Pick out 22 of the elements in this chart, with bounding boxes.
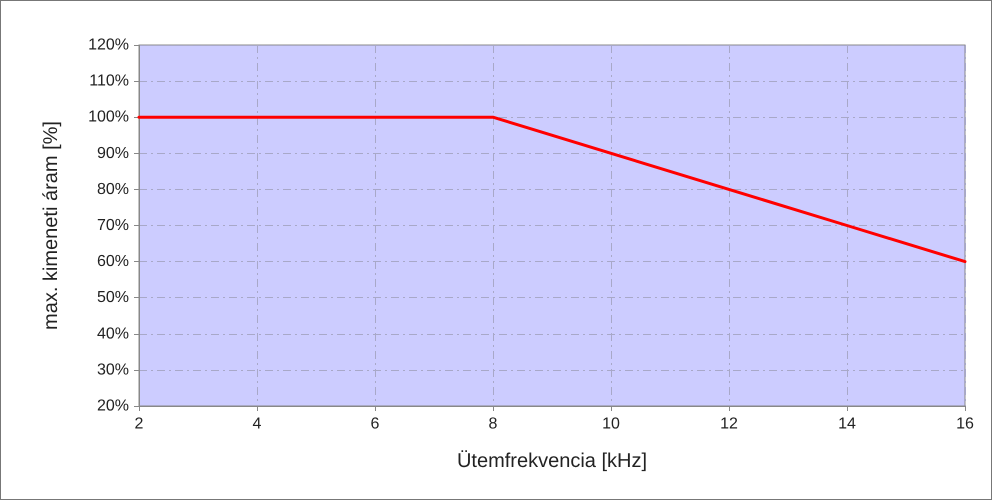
y-tick-label: 120% [88, 36, 129, 54]
y-tick-label: 70% [96, 217, 129, 234]
x-tick-label: 10 [602, 416, 620, 432]
x-tick-label: 14 [838, 416, 856, 432]
x-tick-label: 16 [956, 416, 974, 432]
x-axis-title: Ütemfrekvencia [kHz] [456, 450, 648, 472]
x-tick-label: 2 [134, 416, 144, 432]
y-tick-label: 60% [96, 253, 129, 270]
line-series [138, 116, 966, 264]
y-tick-label: 50% [96, 289, 129, 306]
y-tick-label: 30% [96, 361, 129, 378]
y-tick-label: 80% [96, 180, 129, 198]
y-tick-label: 110% [89, 72, 129, 90]
y-tick-label: 90% [96, 144, 129, 162]
x-tick-label: 8 [488, 416, 498, 432]
y-axis-title: max. kimeneti áram [%] [40, 121, 62, 330]
x-tick-label: 6 [370, 416, 380, 432]
x-tick-label: 12 [720, 416, 738, 432]
y-tick-label: 40% [96, 325, 129, 342]
x-tick-label: 4 [252, 416, 262, 432]
y-tick-label: 100% [88, 108, 129, 126]
y-tick-label: 20% [96, 398, 129, 414]
